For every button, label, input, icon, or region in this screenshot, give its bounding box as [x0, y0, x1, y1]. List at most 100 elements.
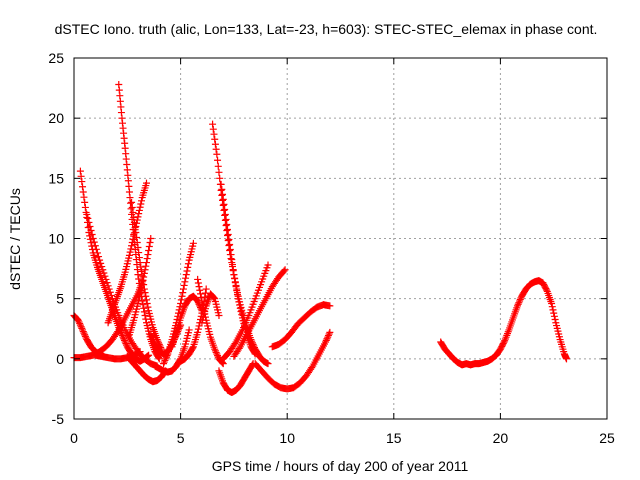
x-tick-label: 0: [70, 430, 78, 446]
data-point: [148, 334, 156, 342]
data-point: [550, 309, 558, 317]
data-point: [146, 239, 154, 247]
data-point: [87, 239, 95, 247]
data-point: [222, 221, 230, 229]
data-point: [322, 336, 330, 344]
data-point: [176, 303, 184, 311]
data-point: [131, 223, 139, 231]
data-point: [81, 331, 89, 339]
data-point: [225, 242, 233, 250]
data-point: [264, 261, 272, 269]
data-point: [224, 230, 232, 238]
data-point: [215, 312, 223, 320]
data-point: [132, 228, 140, 236]
data-point: [222, 215, 230, 223]
data-point: [81, 203, 89, 211]
grid: [74, 58, 607, 419]
data-point: [236, 301, 244, 309]
data-point: [142, 179, 150, 187]
data-point: [93, 249, 101, 257]
y-tick-label: 0: [56, 351, 64, 367]
data-point: [145, 243, 153, 251]
data-point: [194, 279, 202, 287]
data-point: [99, 266, 107, 274]
data-point: [213, 150, 221, 158]
data-point: [212, 348, 220, 356]
data-point: [177, 296, 185, 304]
data-point: [236, 304, 244, 312]
data-point: [324, 332, 332, 340]
data-point: [221, 216, 229, 224]
x-tick-label: 20: [493, 430, 509, 446]
data-point: [251, 349, 259, 357]
data-point: [233, 291, 241, 299]
data-point: [116, 327, 124, 335]
data-point: [125, 251, 133, 259]
data-point: [238, 311, 246, 319]
data-point: [78, 178, 86, 186]
data-point: [221, 205, 229, 213]
ticks: [73, 57, 608, 420]
data-point: [224, 237, 232, 245]
data-point: [209, 293, 217, 301]
data-point: [218, 191, 226, 199]
data-point: [161, 356, 169, 364]
data-point: [130, 218, 138, 226]
data-point: [89, 235, 97, 242]
data-point: [543, 286, 551, 294]
data-point: [79, 326, 87, 334]
data-point: [224, 231, 232, 239]
data-point: [91, 242, 99, 250]
data-point: [322, 338, 330, 346]
data-point: [211, 347, 219, 355]
data-point: [76, 167, 84, 175]
data-point: [217, 186, 225, 194]
data-point: [76, 321, 84, 329]
data-point: [100, 269, 108, 277]
data-point: [79, 183, 87, 191]
data-point: [162, 353, 170, 361]
data-point: [323, 335, 331, 343]
data-point: [220, 200, 228, 208]
data-point: [96, 256, 104, 264]
data-point: [308, 364, 316, 372]
data-point: [128, 203, 136, 211]
data-point: [179, 285, 187, 293]
data-point: [181, 278, 189, 286]
data-point: [103, 279, 111, 287]
data-point: [128, 242, 136, 250]
data-point: [280, 267, 288, 275]
data-point: [226, 247, 234, 255]
data-point: [139, 277, 147, 285]
data-point: [115, 325, 123, 333]
data-point: [137, 200, 145, 208]
data-point: [515, 299, 523, 307]
data-point: [79, 328, 87, 336]
data-point: [194, 325, 202, 333]
data-point: [195, 283, 203, 291]
data-point: [194, 328, 202, 336]
data-point: [155, 354, 163, 362]
data-point: [134, 271, 142, 279]
data-point: [224, 225, 232, 233]
data-point: [140, 269, 148, 277]
data-point: [142, 292, 150, 300]
y-tick-label: 15: [48, 170, 64, 186]
data-point: [214, 162, 222, 170]
data-point: [142, 296, 150, 304]
data-point: [97, 259, 105, 267]
data-point: [214, 352, 222, 360]
data-point: [135, 348, 143, 356]
data-point: [233, 287, 241, 295]
data-point: [227, 251, 235, 259]
data-point: [74, 316, 82, 324]
data-point: [135, 249, 143, 257]
data-point: [138, 297, 146, 305]
data-point: [219, 196, 227, 204]
data-point: [551, 316, 559, 324]
data-point: [135, 293, 143, 301]
data-point: [79, 188, 87, 196]
data-point: [90, 238, 98, 246]
